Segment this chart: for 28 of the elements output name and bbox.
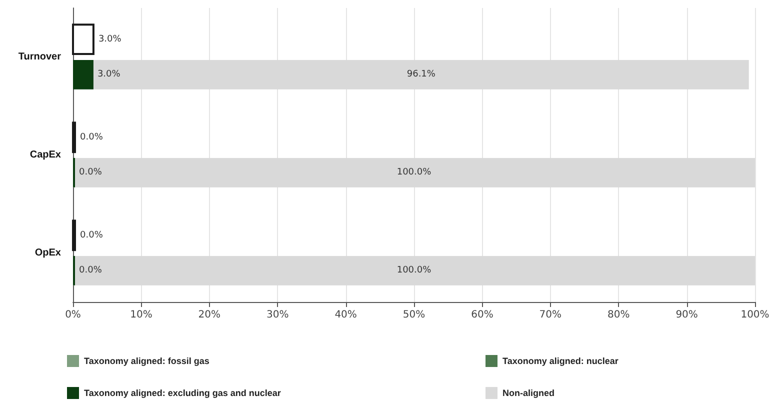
- x-tick-label: 60%: [471, 310, 494, 320]
- data-label: 0.0%: [80, 132, 104, 142]
- x-tick-label: 30%: [266, 310, 289, 320]
- x-tick-label: 100%: [740, 310, 770, 320]
- legend-label: Taxonomy aligned: excluding gas and nuclear: [84, 388, 282, 398]
- x-tick-label: 80%: [607, 310, 630, 320]
- data-label: 96.1%: [406, 70, 436, 80]
- y-tick-label: CapEx: [30, 150, 62, 160]
- data-label: 100.0%: [396, 266, 432, 276]
- data-label: 3.0%: [98, 34, 122, 44]
- y-tick-label: Turnover: [18, 52, 62, 62]
- x-tick-label: 0%: [65, 310, 81, 320]
- data-label: 100.0%: [396, 168, 432, 178]
- x-tick-label: 40%: [334, 310, 357, 320]
- data-label: 0.0%: [79, 168, 102, 178]
- x-tick-label: 10%: [130, 310, 152, 320]
- bar: [72, 24, 94, 56]
- data-label: 3.0%: [97, 70, 121, 80]
- x-tick-label: 90%: [676, 310, 698, 320]
- x-tick-label: 50%: [402, 310, 426, 320]
- data-label: 0.0%: [80, 230, 104, 240]
- y-tick-label: OpEx: [34, 248, 62, 258]
- legend-label: Non-aligned: [502, 388, 554, 398]
- x-tick-label: 70%: [539, 310, 562, 320]
- legend-label: Taxonomy aligned: nuclear: [502, 356, 619, 366]
- x-tick-label: 20%: [198, 310, 221, 320]
- legend-label: Taxonomy aligned: fossil gas: [84, 356, 210, 366]
- data-label: 0.0%: [79, 266, 102, 276]
